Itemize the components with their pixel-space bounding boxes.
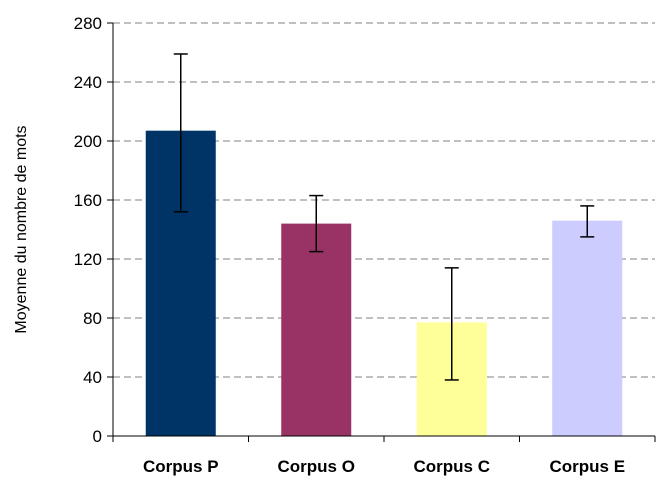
x-category-label: Corpus O (278, 457, 355, 476)
x-category-label: Corpus P (143, 457, 219, 476)
y-tick-label: 80 (83, 309, 102, 328)
error-bars (173, 53, 595, 381)
bars (145, 130, 623, 437)
x-category-label: Corpus C (414, 457, 491, 476)
error-bar (580, 205, 595, 238)
error-bar (173, 53, 188, 213)
x-category-label: Corpus E (549, 457, 625, 476)
bar-corpus-e (552, 220, 623, 436)
y-tick-label: 160 (74, 191, 102, 210)
y-axis-ticks: 0 40 80 120 160 200 240 280 (74, 14, 656, 446)
bar-corpus-o (281, 223, 352, 436)
error-bar (444, 267, 459, 381)
y-tick-label: 0 (93, 427, 102, 446)
y-tick-label: 200 (74, 132, 102, 151)
y-tick-label: 40 (83, 368, 102, 387)
y-axis-title: Moyenne du nombre de mots (13, 125, 30, 333)
y-tick-label: 240 (74, 73, 102, 92)
y-tick-label: 280 (74, 14, 102, 33)
error-bar (309, 194, 324, 253)
y-tick-label: 120 (74, 250, 102, 269)
x-axis-categories: Corpus P Corpus O Corpus C Corpus E (143, 457, 625, 476)
